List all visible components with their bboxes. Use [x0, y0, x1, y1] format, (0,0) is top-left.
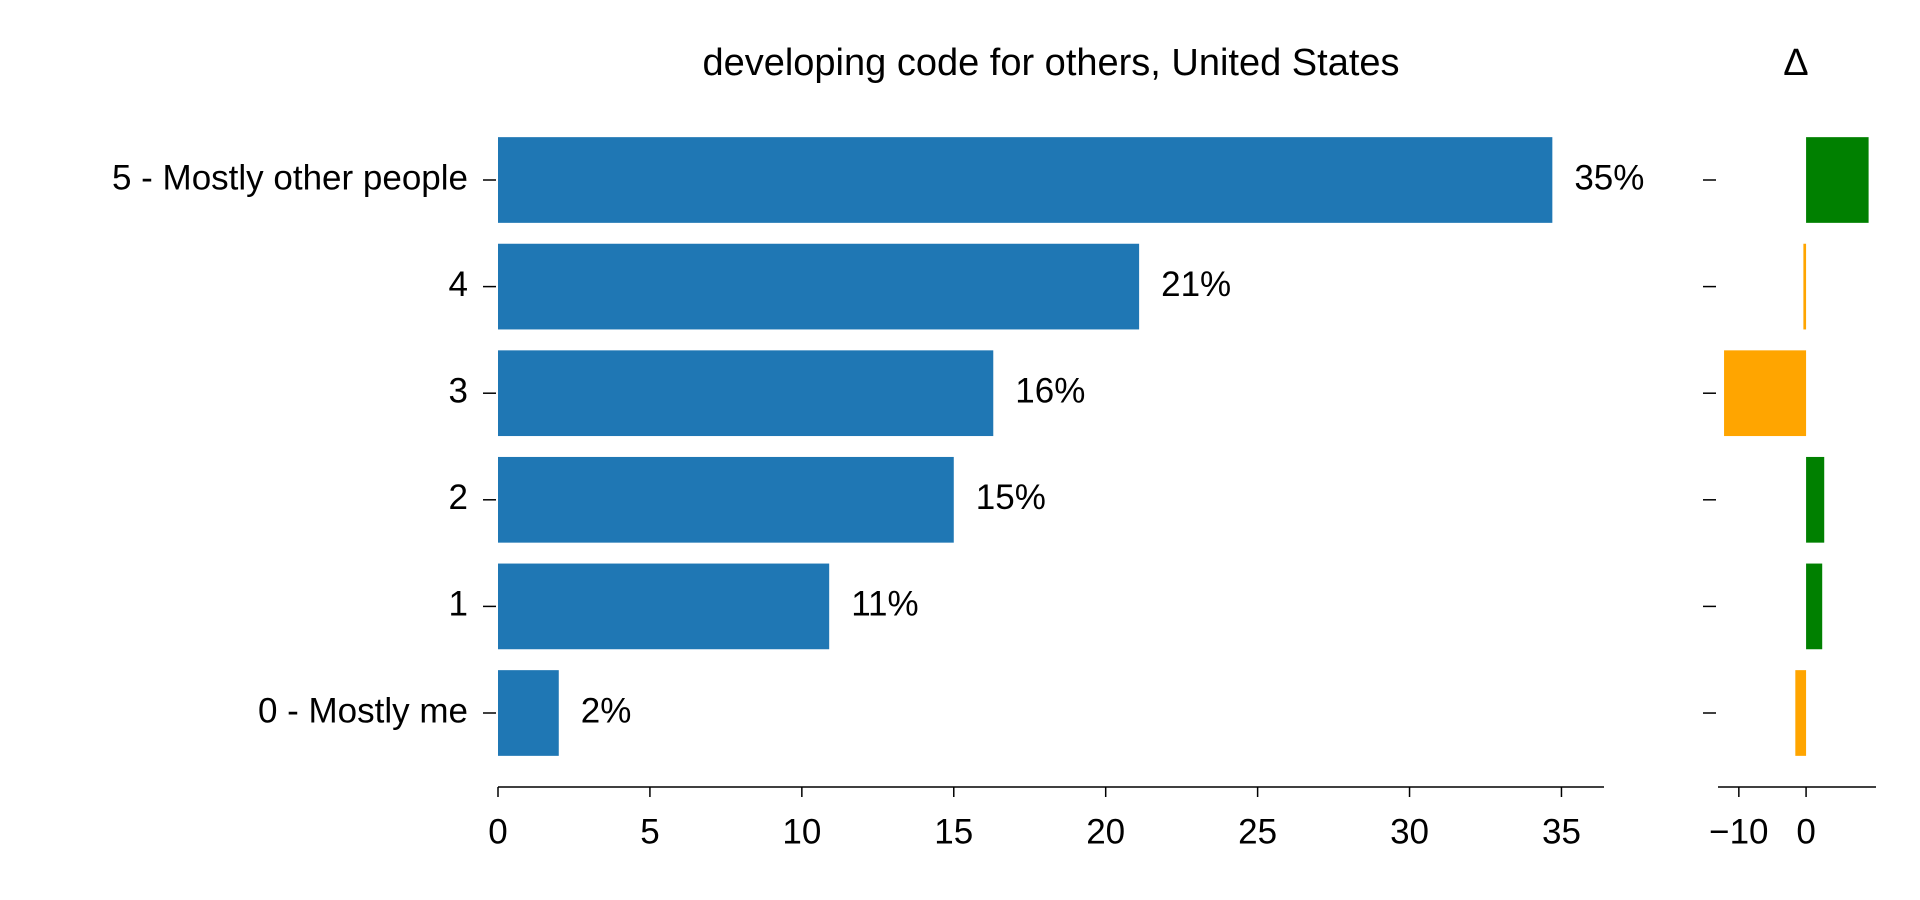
value-label: 15%	[976, 478, 1046, 517]
x-tick-label: 0	[1796, 812, 1815, 851]
x-tick-label: −10	[1709, 812, 1768, 851]
bar	[498, 670, 559, 756]
chart-title: Δ	[1783, 42, 1808, 84]
value-label: 16%	[1015, 371, 1085, 410]
bar	[498, 350, 994, 437]
bar	[1795, 670, 1807, 756]
value-label: 2%	[581, 691, 632, 730]
x-tick-label: 25	[1238, 812, 1277, 851]
x-tick-label: 20	[1086, 812, 1125, 851]
bar	[1806, 563, 1823, 650]
value-label: 35%	[1574, 158, 1644, 197]
x-tick-label: 5	[640, 812, 659, 851]
bar	[1724, 350, 1807, 437]
x-tick-label: 0	[488, 812, 507, 851]
x-tick-label: 30	[1390, 812, 1429, 851]
y-tick-label: 4	[449, 265, 468, 304]
bar	[1806, 137, 1869, 223]
y-tick-label: 0 - Mostly me	[258, 691, 468, 730]
x-tick-label: 35	[1542, 812, 1581, 851]
bar	[1806, 456, 1825, 543]
value-label: 21%	[1161, 265, 1231, 304]
bar	[498, 456, 954, 543]
y-tick-label: 5 - Mostly other people	[112, 158, 468, 197]
bar	[498, 137, 1553, 223]
y-tick-label: 3	[449, 371, 468, 410]
y-tick-label: 1	[449, 585, 468, 624]
y-tick-label: 2	[449, 478, 468, 517]
bar	[498, 243, 1140, 330]
x-tick-label: 15	[934, 812, 973, 851]
x-tick-label: 10	[782, 812, 821, 851]
bar	[498, 563, 830, 650]
chart-title: developing code for others, United State…	[702, 42, 1399, 84]
bar	[1803, 243, 1807, 330]
value-label: 11%	[851, 585, 918, 624]
